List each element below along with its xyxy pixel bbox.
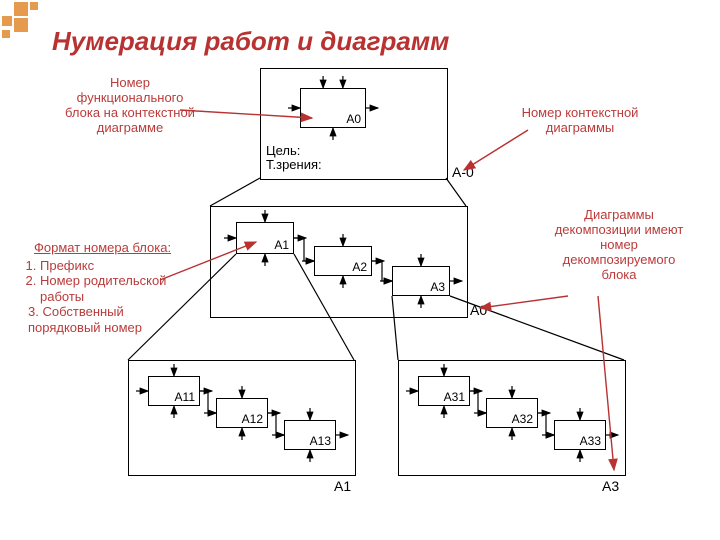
context-purpose-text: Цель: Т.зрения:: [266, 144, 322, 173]
block-label: A11: [175, 390, 195, 404]
page-title: Нумерация работ и диаграмм: [52, 26, 449, 57]
annotation-context-number: Номер контекстной диаграммы: [500, 106, 660, 136]
diagram-label-a3: A3: [602, 478, 619, 494]
block-a0: A0: [300, 88, 366, 128]
block-label: A33: [580, 434, 601, 448]
annotation-block-number: Номер функционального блока на контекстн…: [60, 76, 200, 136]
block-label: A1: [274, 238, 289, 252]
block-label: A0: [346, 112, 361, 126]
block-label: A32: [512, 412, 533, 426]
block-a12: A12: [216, 398, 268, 428]
block-label: A12: [242, 412, 263, 426]
annotation-format-item: Префикс: [40, 258, 192, 274]
annotation-decomposition: Диаграммы декомпозиции имеют номер деком…: [544, 208, 694, 283]
block-label: A13: [310, 434, 331, 448]
context-line-goal: Цель:: [266, 143, 300, 158]
annotation-format-item: 3. Собственный порядковый номер: [28, 304, 192, 335]
block-a31: A31: [418, 376, 470, 406]
block-a2: A2: [314, 246, 372, 276]
block-label: A31: [444, 390, 465, 404]
block-a33: A33: [554, 420, 606, 450]
block-a3: A3: [392, 266, 450, 296]
annotation-format: Формат номера блока: Префикс Номер родит…: [22, 240, 192, 336]
block-a32: A32: [486, 398, 538, 428]
annotation-format-title: Формат номера блока:: [34, 240, 171, 256]
block-a13: A13: [284, 420, 336, 450]
context-line-viewpoint: Т.зрения:: [266, 157, 322, 172]
diagram-label-a-0: A-0: [452, 164, 474, 180]
diagram-label-a1: A1: [334, 478, 351, 494]
diagram-label-a0: A0: [470, 302, 487, 318]
block-label: A2: [352, 260, 367, 274]
block-a11: A11: [148, 376, 200, 406]
block-label: A3: [430, 280, 445, 294]
block-a1: A1: [236, 222, 294, 254]
annotation-format-item: Номер родительской работы: [40, 273, 192, 304]
